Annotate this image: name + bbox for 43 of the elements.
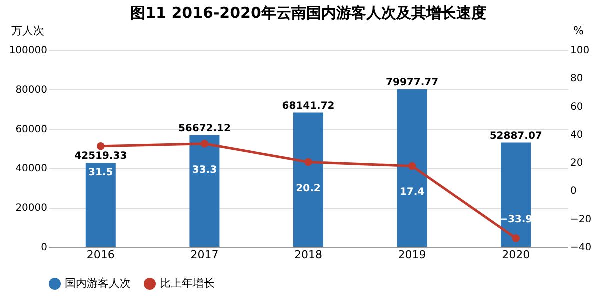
bar bbox=[86, 163, 116, 247]
y2-tick-label: −40 bbox=[570, 242, 592, 254]
data-label: 52887.07 bbox=[490, 130, 542, 142]
data-label: 31.5 bbox=[88, 167, 114, 178]
point bbox=[512, 234, 520, 242]
bar bbox=[294, 112, 324, 247]
y-tick-label: 80000 bbox=[16, 84, 48, 96]
data-label: 42519.33 bbox=[74, 151, 128, 162]
data-label: 79977.77 bbox=[386, 77, 439, 88]
y2-tick-label: 0 bbox=[570, 186, 577, 198]
data-label: 20.2 bbox=[296, 183, 321, 194]
bar bbox=[397, 89, 428, 247]
x-tick-label: 2016 bbox=[86, 248, 115, 262]
y2-tick-label: 80 bbox=[570, 74, 584, 85]
y2-axis-title: % bbox=[574, 24, 584, 38]
y2-tick-label: 40 bbox=[570, 130, 584, 141]
x-tick-label: 2019 bbox=[398, 248, 426, 262]
legend-label: 国内游客人次 bbox=[65, 277, 131, 290]
data-label: 68141.72 bbox=[282, 100, 335, 112]
data-label: 56672.12 bbox=[178, 123, 231, 134]
bar bbox=[501, 142, 532, 247]
y-axis-title: 万人次 bbox=[12, 24, 44, 38]
x-tick-label: 2018 bbox=[294, 248, 322, 262]
data-label: 33.3 bbox=[192, 164, 218, 176]
y-tick-label: 0 bbox=[41, 242, 48, 254]
point bbox=[200, 140, 209, 148]
x-tick-label: 2017 bbox=[190, 248, 219, 262]
y2-tick-label: 20 bbox=[570, 158, 584, 170]
y2-tick-label: −20 bbox=[570, 214, 592, 226]
point bbox=[304, 158, 312, 166]
chart-title: 图11 2016-2020年云南国内游客人次及其增长速度 bbox=[130, 4, 486, 22]
y-tick-label: 40000 bbox=[16, 164, 48, 175]
y2-tick-label: 100 bbox=[570, 46, 590, 56]
y-tick-label: 60000 bbox=[16, 124, 48, 136]
point bbox=[97, 142, 105, 150]
point bbox=[408, 162, 416, 170]
y2-tick-label: 60 bbox=[570, 102, 584, 113]
y-tick-label: 100000 bbox=[9, 46, 48, 56]
x-tick-label: 2020 bbox=[502, 248, 530, 262]
bar bbox=[190, 135, 220, 247]
y-tick-label: 20000 bbox=[16, 203, 48, 214]
data-label: 17.4 bbox=[400, 187, 425, 198]
legend-label: 比上年增长 bbox=[160, 277, 215, 290]
